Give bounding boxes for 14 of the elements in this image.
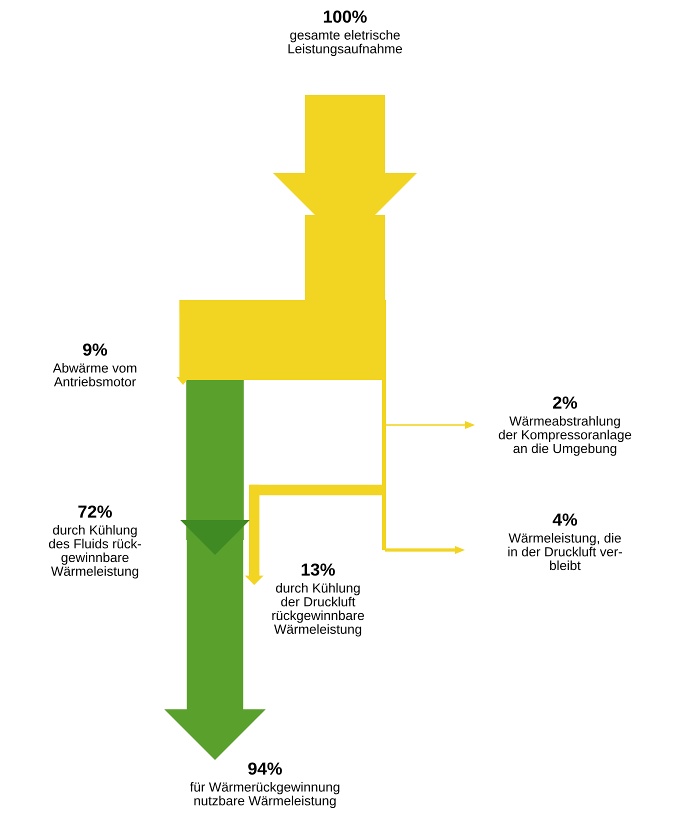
- category-label: Wärmeleistung, die in der Druckluft ver- bleibt: [508, 533, 622, 570]
- category-label: Wärmeabstrahlung der Kompressoranlage an die Umgebung: [498, 416, 632, 456]
- category-label: Abwärme vom Antriebsmotor: [52, 363, 136, 386]
- category-label: für Wärmerückgewinnung nutzbare Wärmeleistung: [190, 782, 340, 808]
- data-label: 94%: [248, 762, 282, 775]
- data-label: 100%: [324, 10, 367, 23]
- category-label: durch Kühlung des Fluids rück- gewinnbare Wärmeleistung: [48, 525, 141, 578]
- data-label: 4%: [552, 514, 578, 526]
- data-label: 9%: [83, 343, 108, 356]
- category-label: gesamte eletrische Leistungsaufnahme: [288, 30, 402, 56]
- data-label: 13%: [302, 563, 335, 576]
- category-label: durch Kühlung der Druckluft rückgewinnbare Wärmeleistung: [272, 583, 364, 636]
- data-label: 72%: [78, 505, 112, 518]
- data-label: 2%: [553, 396, 578, 409]
